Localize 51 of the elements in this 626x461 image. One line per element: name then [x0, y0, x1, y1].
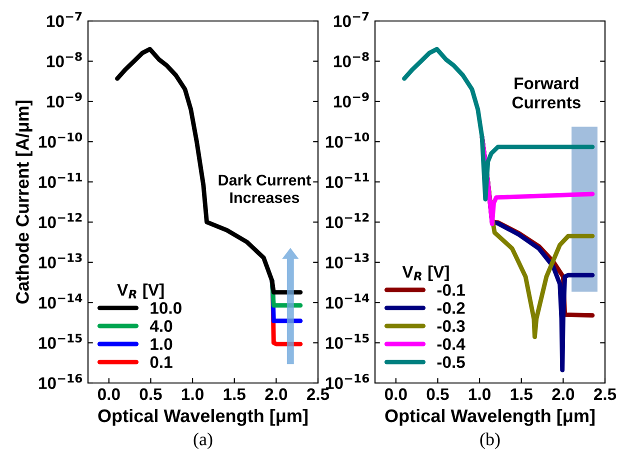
- y-tick-label: 10$^{−8}$: [334, 52, 369, 68]
- y-tick-label: 10$^{−7}$: [47, 12, 82, 28]
- legend-label: -0.5: [437, 356, 465, 368]
- y-tick-label: 10$^{−9}$: [47, 92, 82, 108]
- x-tick-label: 0.5: [426, 388, 449, 400]
- legend-label: -0.3: [437, 320, 465, 332]
- legend-label: 10.0: [150, 302, 182, 314]
- y-tick-label: 10$^{−16}$: [39, 374, 82, 390]
- text: (a): [194, 432, 212, 449]
- x-tick-label: 1.5: [224, 388, 246, 400]
- legend-title: V$_{R}$ [V]: [117, 284, 164, 300]
- y-tick-label: 10$^{−10}$: [326, 132, 370, 148]
- x-tick-label: 2.0: [265, 388, 288, 400]
- legend-label: -0.1: [437, 284, 465, 296]
- y-tick-label: 10$^{−14}$: [39, 294, 82, 309]
- legend-label: 4.0: [150, 320, 172, 332]
- y-tick-label: 10$^{−13}$: [326, 253, 369, 268]
- y-tick-label: 10$^{−15}$: [39, 334, 82, 349]
- y-axis-title: Cathode Current [A/μm]: [16, 100, 32, 304]
- x-axis-title: Optical Wavelength [μm]: [385, 408, 594, 426]
- x-tick-label: 1.5: [510, 388, 532, 400]
- x-tick-label: 1.0: [469, 388, 490, 400]
- x-tick-label: 0.5: [140, 388, 162, 400]
- y-tick-label: 10$^{−11}$: [326, 172, 369, 188]
- y-tick-label: 10$^{−9}$: [334, 92, 369, 108]
- legend-label: -0.4: [437, 338, 466, 350]
- x-tick-label: 0.0: [98, 388, 120, 400]
- x-tick-label: 2.5: [306, 388, 330, 400]
- y-tick-label: 10$^{−13}$: [39, 253, 82, 268]
- x-tick-label: 2.5: [594, 388, 616, 400]
- text: (b): [480, 432, 500, 449]
- legend-label: -0.2: [437, 302, 465, 314]
- annotation: Forward Currents: [512, 77, 580, 108]
- x-tick-label: 2.0: [552, 388, 574, 400]
- y-tick-label: 10$^{−8}$: [47, 52, 82, 68]
- legend-label: 1.0: [150, 338, 172, 350]
- y-tick-label: 10$^{−15}$: [326, 334, 369, 349]
- y-tick-label: 10$^{−7}$: [334, 12, 369, 28]
- y-tick-label: 10$^{−12}$: [39, 212, 82, 228]
- annotation: Dark Current Increases: [218, 174, 311, 204]
- y-tick-label: 10$^{−11}$: [39, 172, 82, 188]
- legend-title: V$_{R}$ [V]: [402, 265, 449, 282]
- y-tick-label: 10$^{−14}$: [326, 294, 370, 309]
- x-tick-label: 1.0: [182, 388, 204, 400]
- legend-label: 0.1: [150, 356, 172, 368]
- y-tick-label: 10$^{−16}$: [326, 374, 370, 390]
- y-tick-label: 10$^{−10}$: [39, 132, 82, 148]
- x-tick-label: 0.0: [384, 388, 407, 400]
- line-series: [402, 46, 595, 202]
- y-tick-label: 10$^{−12}$: [326, 212, 369, 228]
- x-axis-title: Optical Wavelength [μm]: [98, 408, 308, 426]
